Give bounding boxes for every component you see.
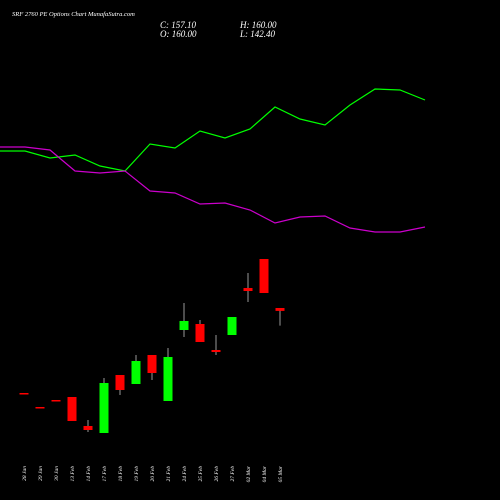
candle-body (147, 355, 157, 373)
candle-body (19, 393, 29, 395)
candle-body (211, 350, 221, 352)
x-tick-label: 25 Feb (198, 466, 204, 482)
x-tick-label: 19 Feb (134, 466, 140, 482)
info-close: C: 157.10 (160, 20, 197, 30)
x-tick-label: 05 Mar (278, 465, 284, 482)
info-open: O: 160.00 (160, 29, 197, 39)
info-low: L: 142.40 (239, 29, 276, 39)
x-tick-label: 24 Feb (181, 466, 188, 482)
candle-body (99, 383, 109, 433)
x-tick-label: 14 Feb (85, 466, 92, 482)
candle-body (243, 288, 253, 291)
x-tick-label: 30 Jan (54, 466, 60, 482)
candle-body (67, 397, 77, 421)
x-tick-label: 21 Feb (166, 466, 172, 482)
x-tick-label: 28 Jan (22, 466, 28, 481)
x-tick-label: 20 Feb (150, 466, 156, 482)
candle-body (195, 324, 205, 342)
candle-body (179, 321, 189, 330)
candle-body (163, 357, 173, 401)
x-tick-label: 27 Feb (230, 466, 236, 482)
x-tick-label: 26 Feb (214, 466, 220, 482)
candle-body (35, 407, 45, 409)
x-tick-label: 13 Feb (70, 466, 76, 482)
x-tick-label: 29 Jan (38, 466, 44, 481)
x-tick-label: 02 Mar (246, 465, 252, 482)
x-tick-label: 18 Feb (118, 466, 124, 482)
line-series (0, 88, 426, 172)
candle-body (259, 259, 269, 293)
chart-title: SRF 2760 PE Options Chart MunafaSutra.co… (12, 11, 135, 18)
candle-body (275, 308, 285, 311)
line-series (0, 146, 426, 233)
candle-body (83, 426, 93, 430)
candle-body (115, 375, 125, 390)
candle-body (51, 400, 61, 402)
x-tick-label: 04 Mar (261, 465, 268, 482)
x-tick-label: 17 Feb (102, 466, 108, 482)
candle-body (131, 361, 141, 384)
info-high: H: 160.00 (239, 20, 277, 30)
candle-body (227, 317, 237, 335)
